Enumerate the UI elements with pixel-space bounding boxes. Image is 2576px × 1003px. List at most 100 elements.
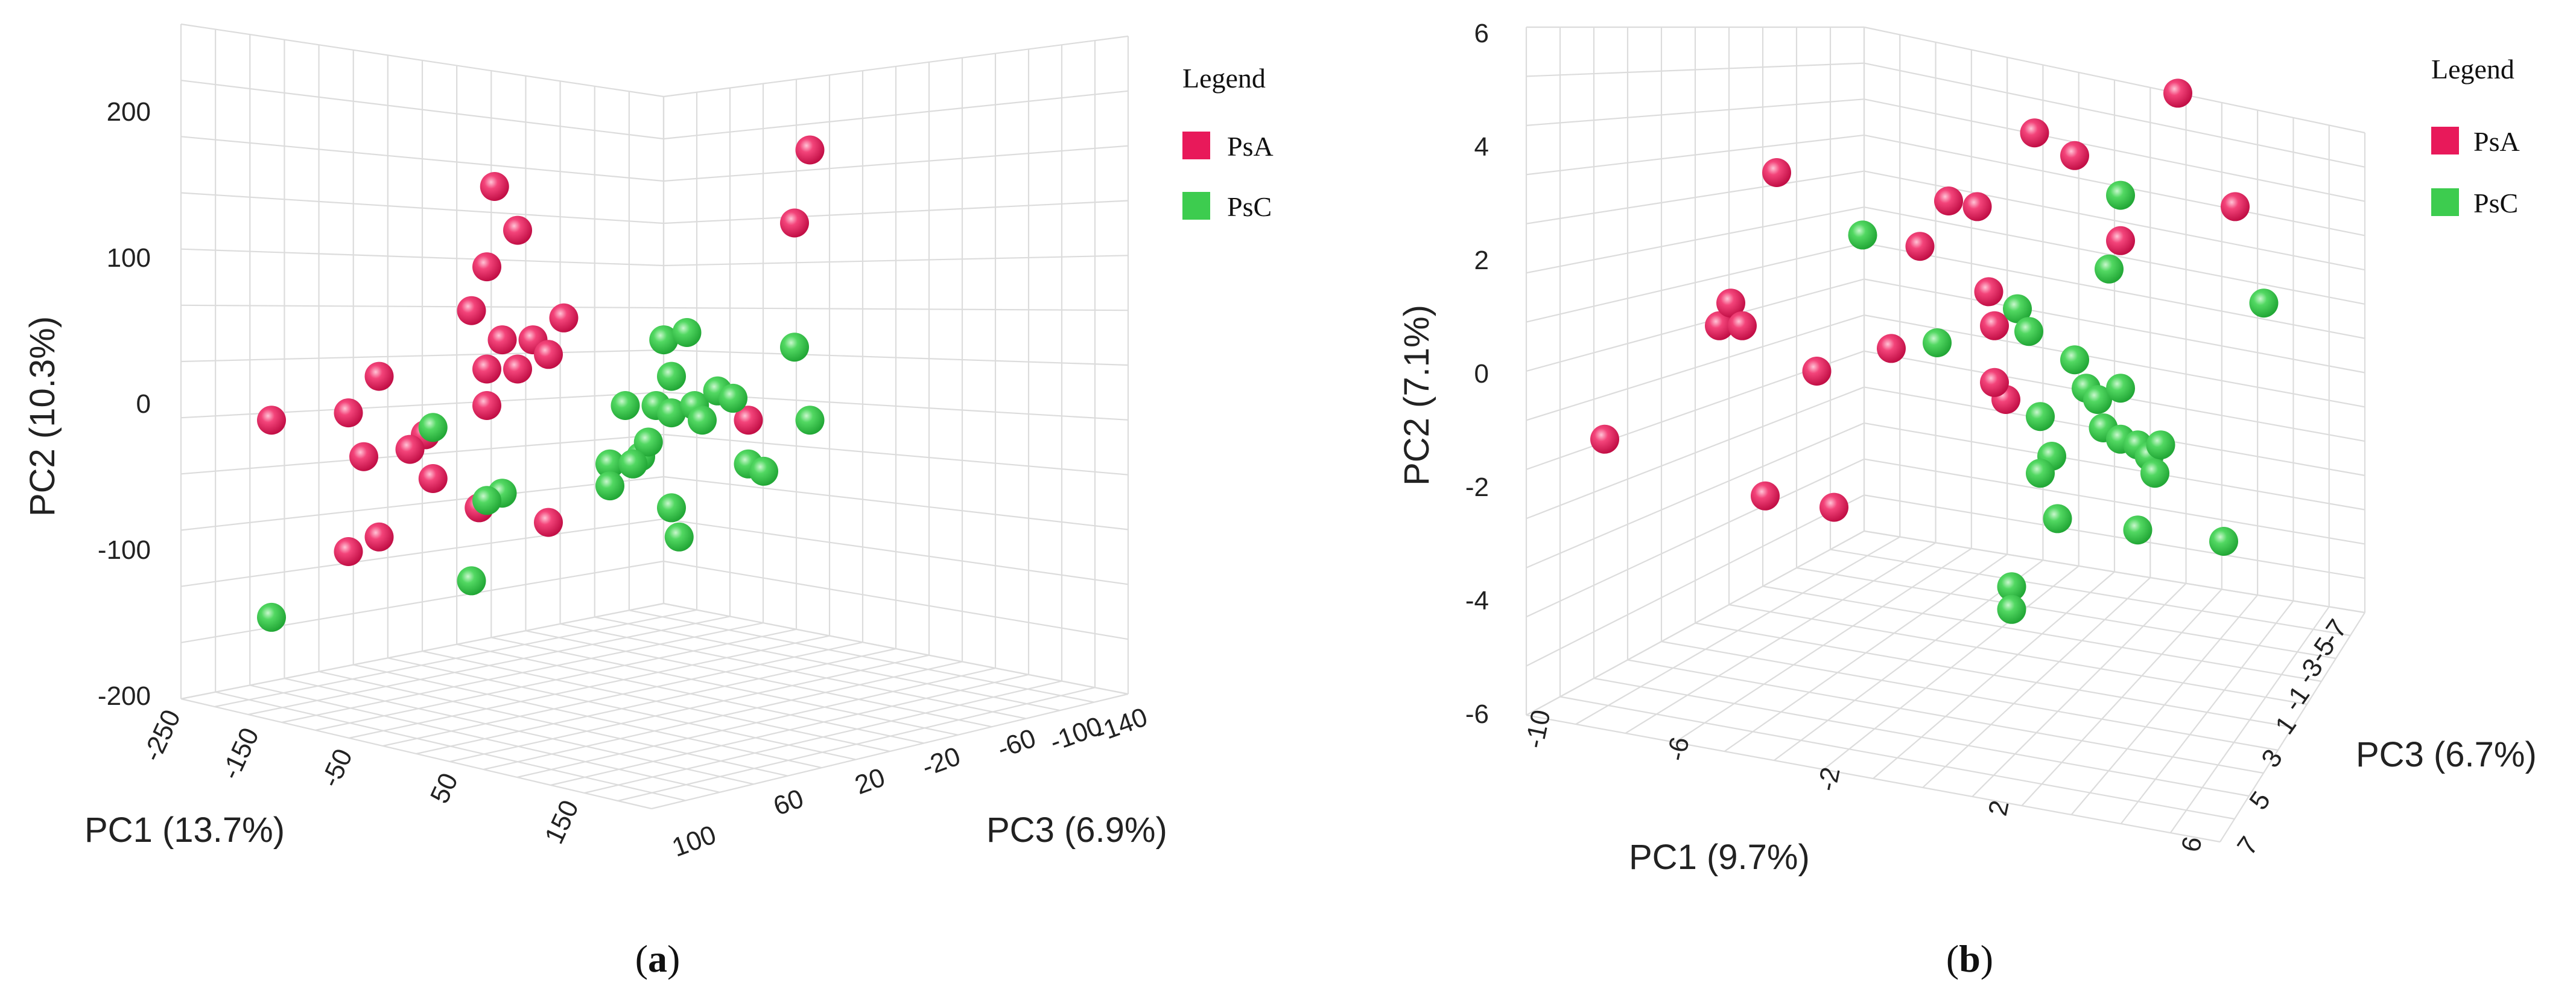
panel-b-grid-line xyxy=(1593,677,2250,797)
panel-b-point-psc xyxy=(2249,288,2279,318)
panel-b-y-ticks: 6 4 2 0 -2 -4 -6 xyxy=(1465,19,1489,729)
panel-a-legend-swatch-psc xyxy=(1182,192,1210,220)
panel-b-x-tick: 2 xyxy=(1983,798,2015,818)
panel-b-grid-line xyxy=(1526,714,2221,843)
panel-a-point-psa xyxy=(503,215,532,245)
panel-a-z-tick: 20 xyxy=(851,762,889,800)
panel-a-grid-line xyxy=(663,35,1129,98)
panel-b-y-tick: 2 xyxy=(1474,246,1489,275)
panel-a-point-psa xyxy=(334,398,363,428)
panel-a-point-psc xyxy=(595,471,624,501)
panel-b-legend-swatch-psc xyxy=(2431,188,2459,216)
panel-a-grid-line xyxy=(663,307,1129,311)
panel-b-grid xyxy=(1525,26,2366,843)
panel-b-point-psa xyxy=(1980,368,2009,397)
panel-b-point-psc xyxy=(2043,504,2072,533)
panel-a-y-ticks: 200 100 0 -100 -200 xyxy=(98,97,151,711)
panel-a-grid-line xyxy=(180,698,652,810)
panel-a-z-tick: -20 xyxy=(918,741,965,782)
panel-b-grid-line xyxy=(1864,26,2365,134)
panel-a-caption-letter: a xyxy=(648,937,667,980)
panel-a-point-psa xyxy=(257,406,286,435)
panel-a-grid-line xyxy=(663,518,1129,585)
panel-a-legend-swatch-psa xyxy=(1182,132,1210,159)
panel-a-points xyxy=(257,135,825,632)
panel-a-point-psc xyxy=(472,486,501,515)
panel-a-point-psc xyxy=(618,449,648,479)
panel-b-point-psa xyxy=(1802,357,1832,386)
panel-b-grid-line xyxy=(1526,386,1865,520)
panel-b-y-tick: 4 xyxy=(1474,132,1489,162)
panel-b-point-psa xyxy=(1716,288,1745,318)
panel-b-grid-line xyxy=(1864,422,2365,511)
panel-a-grid-line xyxy=(387,657,856,760)
panel-a-point-psa xyxy=(472,252,501,282)
panel-a-grid-line xyxy=(525,630,992,728)
panel-b-point-psc xyxy=(1997,572,2026,602)
panel-b-grid-line xyxy=(1526,206,1865,274)
panel-a-grid-line xyxy=(663,560,1129,640)
panel-b-legend-label-psc: PsC xyxy=(2473,188,2518,218)
panel-b-x-tick: -6 xyxy=(1661,734,1695,763)
panel-a-point-psa xyxy=(364,361,394,391)
panel-a-point-psa xyxy=(487,325,517,355)
panel-a-point-psa xyxy=(457,296,486,325)
panel-b-y-tick: -2 xyxy=(1465,473,1489,502)
panel-a-grid-line xyxy=(180,23,664,98)
panel-a-point-psa xyxy=(534,340,563,369)
panel-b-grid-line xyxy=(1762,585,2322,683)
panel-a-grid-line xyxy=(663,255,1129,267)
panel-a-point-psa xyxy=(472,391,501,420)
panel-a-caption-close: ) xyxy=(667,937,680,980)
panel-b-caption: (b) xyxy=(1946,937,1993,980)
panel-b-grid-line xyxy=(1526,98,1865,126)
panel-b-points xyxy=(1590,78,2279,624)
panel-a-point-psc xyxy=(633,427,663,457)
panel-b-point-psc xyxy=(1997,594,2026,624)
panel-a-point-psa xyxy=(795,135,825,165)
panel-b-point-psa xyxy=(2060,141,2089,170)
panel-b-point-psc xyxy=(2003,294,2032,323)
panel-a-caption-open: ( xyxy=(635,937,648,980)
panel-a-point-psc xyxy=(457,566,486,596)
panel-b-x-tick: -10 xyxy=(1520,707,1556,751)
panel-a-x-tick: -250 xyxy=(137,705,186,766)
panel-a-point-psc xyxy=(418,413,448,442)
panel-a-grid-line xyxy=(215,691,686,801)
panel-b-point-psa xyxy=(1962,192,1992,221)
panel-a-z-tick: 100 xyxy=(668,820,720,862)
panel-a-grid-line xyxy=(491,637,959,736)
panel-b-point-psc xyxy=(2095,254,2124,284)
panel-b-y-tick: -6 xyxy=(1465,699,1489,729)
panel-a-point-psa xyxy=(349,442,378,471)
panel-b-legend: Legend PsA PsC xyxy=(2431,54,2520,218)
panel-b-point-psc xyxy=(2060,345,2089,375)
panel-b-point-psa xyxy=(1751,481,1780,511)
panel-b-point-psa xyxy=(1762,158,1791,187)
panel-b-point-psc xyxy=(1848,220,1877,250)
panel-b-point-psa xyxy=(2020,118,2049,148)
panel-a-x-tick: -50 xyxy=(316,745,358,792)
panel-a: 200 100 0 -100 -200 -250 -150 -50 50 150… xyxy=(23,23,1274,980)
panel-a-grid-line xyxy=(663,602,1129,695)
panel-a-grid-line xyxy=(353,664,822,769)
panel-a-point-psa xyxy=(534,508,563,537)
panel-b-grid-line xyxy=(1526,422,1865,568)
panel-b-z-tick: 1 xyxy=(2270,711,2302,740)
panel-a-point-psa xyxy=(780,208,809,238)
panel-b-legend-swatch-psa xyxy=(2431,127,2459,154)
panel-a-legend-label-psa: PsA xyxy=(1227,131,1274,162)
panel-b-x-axis-label: PC1 (9.7%) xyxy=(1629,838,1810,877)
panel-a-x-tick: 50 xyxy=(425,769,464,808)
panel-a-grid-line xyxy=(180,80,664,140)
panel-a-y-tick: 200 xyxy=(107,97,151,127)
panel-a-grid-line xyxy=(180,518,664,587)
panel-a-x-tick: -150 xyxy=(215,724,265,785)
panel-a-y-tick: -100 xyxy=(98,535,151,565)
panel-b-z-tick: 3 xyxy=(2256,744,2288,773)
panel-b-z-axis-label: PC3 (6.7%) xyxy=(2356,735,2537,774)
panel-b-grid-line xyxy=(1526,494,1865,667)
panel-a-grid-line xyxy=(180,136,664,182)
panel-b-grid-line xyxy=(1526,134,1865,176)
panel-a-grid-line xyxy=(180,349,664,363)
